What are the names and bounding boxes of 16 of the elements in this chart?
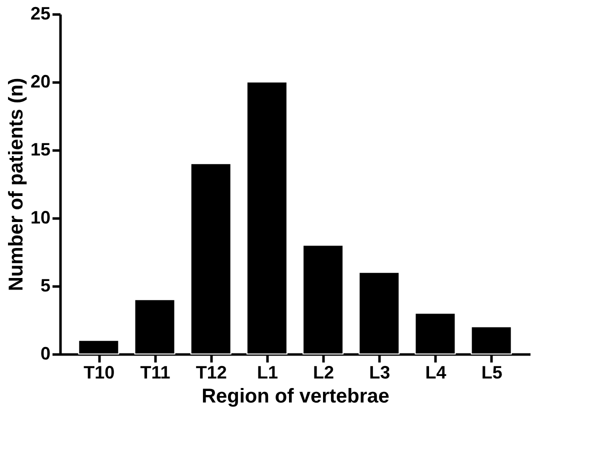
y-tick-label: 0 bbox=[40, 344, 50, 364]
y-tick-label: 10 bbox=[30, 208, 50, 228]
x-tick-label: L4 bbox=[425, 362, 446, 382]
y-axis-title: Number of patients (n) bbox=[5, 78, 28, 292]
x-tick-label: L3 bbox=[369, 362, 390, 382]
y-tick-label: 5 bbox=[40, 276, 50, 296]
x-tick-label: L2 bbox=[313, 362, 334, 382]
y-tick-label: 20 bbox=[30, 72, 50, 92]
x-axis-title: Region of vertebrae bbox=[202, 386, 390, 408]
x-tick-label: L5 bbox=[481, 362, 502, 382]
x-tick-label: L1 bbox=[256, 362, 278, 382]
y-tick-label: 25 bbox=[30, 4, 50, 24]
x-tick-label: T12 bbox=[196, 362, 227, 382]
y-tick-label: 15 bbox=[30, 140, 50, 160]
x-tick-label: T10 bbox=[84, 362, 115, 382]
x-tick-label: T11 bbox=[140, 362, 170, 382]
